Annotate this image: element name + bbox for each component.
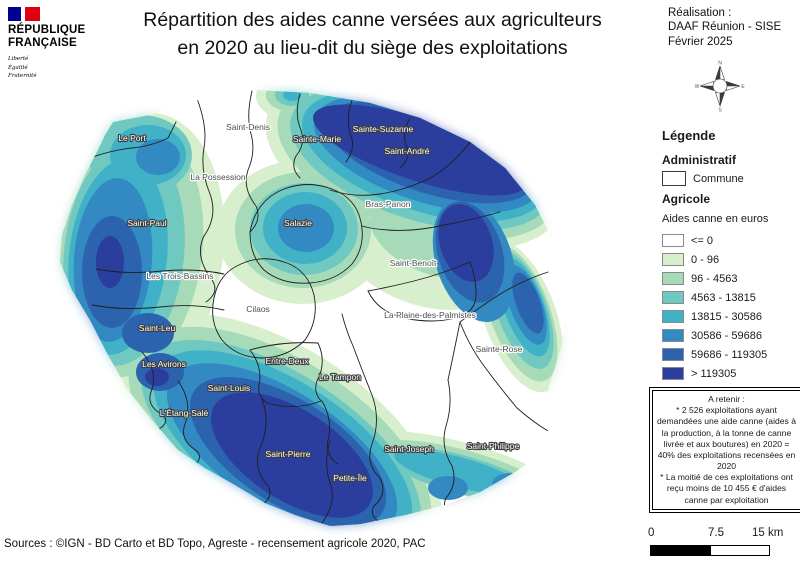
legend-class-swatch bbox=[662, 310, 684, 323]
reunion-map: Le Port Saint-Denis Sainte-Marie Sainte-Suz… bbox=[0, 84, 648, 542]
legend-class-swatch bbox=[662, 272, 684, 285]
legend-class-label: 4563 - 13815 bbox=[691, 291, 756, 304]
commune-label: Saint-Denis bbox=[226, 122, 270, 132]
key-facts-title: A retenir : bbox=[708, 394, 745, 404]
credit-block: Réalisation : DAAF Réunion - SISE Févrie… bbox=[668, 6, 796, 49]
compass-w: W bbox=[695, 84, 700, 90]
logo-text-francaise: FRANÇAISE bbox=[8, 37, 77, 50]
commune-label: Commune bbox=[693, 172, 744, 185]
legend-class-swatch bbox=[662, 329, 684, 342]
commune-label: Entre-Deux bbox=[266, 356, 310, 366]
commune-label: Les Trois-Bassins bbox=[146, 271, 213, 281]
scalebar-tick-end: 15 km bbox=[752, 527, 784, 539]
page-title: Répartition des aides canne versées aux … bbox=[100, 6, 645, 63]
legend-subtitle: Aides canne en euros bbox=[662, 213, 769, 225]
commune-label: Sainte-Marie bbox=[293, 134, 341, 144]
french-flag-icon bbox=[8, 7, 42, 21]
commune-label: Saint-Leu bbox=[139, 323, 176, 333]
legend-class-row: 4563 - 13815 bbox=[662, 288, 767, 307]
legend-class-swatch bbox=[662, 291, 684, 304]
commune-label: Petite-Île bbox=[333, 473, 367, 483]
logo-motto: Liberté Égalité Fraternité bbox=[8, 55, 100, 80]
motto-fraternite: Fraternité bbox=[8, 72, 37, 79]
legend-class-label: 59686 - 119305 bbox=[691, 348, 768, 361]
commune-label: Saint-Philippe bbox=[467, 441, 520, 451]
legend-title: Légende bbox=[662, 128, 716, 143]
motto-egalite: Égalité bbox=[8, 64, 28, 71]
legend-class-row: 13815 - 30586 bbox=[662, 307, 767, 326]
legend-class-row: > 119305 bbox=[662, 364, 767, 383]
commune-label: Le Tampon bbox=[319, 372, 361, 382]
title-line-2: en 2020 au lieu-dit du siège des exploit… bbox=[177, 37, 568, 60]
legend-class-row: 30586 - 59686 bbox=[662, 326, 767, 345]
legend-admin-title: Administratif bbox=[662, 153, 737, 167]
key-facts-inner: A retenir : * 2 526 exploitations ayant … bbox=[652, 390, 800, 510]
commune-boundaries bbox=[89, 90, 549, 524]
commune-label: Sainte-Suzanne bbox=[353, 124, 414, 134]
scalebar-labels: 0 7.5 15 km bbox=[646, 527, 796, 541]
commune-label: La Plaine-des-Palmistes bbox=[384, 310, 476, 320]
commune-label: Saint-Joseph bbox=[384, 444, 434, 454]
commune-label: Cilaos bbox=[246, 304, 270, 314]
key-facts-paragraph-1: * 2 526 exploitations ayant demandées un… bbox=[656, 405, 797, 472]
legend-class-label: 30586 - 59686 bbox=[691, 329, 762, 342]
legend-class-label: 0 - 96 bbox=[691, 253, 720, 266]
commune-label: Saint-Paul bbox=[127, 218, 166, 228]
credit-line-3: Février 2025 bbox=[668, 35, 733, 48]
scalebar bbox=[650, 545, 770, 556]
commune-label: Les Avirons bbox=[142, 359, 186, 369]
commune-label: Saint-Louis bbox=[208, 383, 251, 393]
legend-agricole-title: Agricole bbox=[662, 192, 711, 206]
logo-text-republique: RÉPUBLIQUE bbox=[8, 24, 86, 36]
credit-line-2: DAAF Réunion - SISE bbox=[668, 21, 782, 34]
title-line-1: Répartition des aides canne versées aux … bbox=[143, 9, 602, 31]
flag-blue bbox=[8, 7, 21, 21]
commune-label: Salazie bbox=[284, 218, 312, 228]
legend-class-label: 96 - 4563 bbox=[691, 272, 738, 285]
legend-classes: <= 0 0 - 96 96 - 4563 4563 - 13815 13815 - 3… bbox=[662, 231, 767, 383]
scalebar-tick-0: 0 bbox=[648, 527, 655, 539]
compass-n: N bbox=[718, 61, 722, 67]
legend-commune-row: Commune bbox=[662, 171, 744, 186]
compass-s: S bbox=[718, 108, 722, 113]
commune-label: Le Port bbox=[118, 133, 146, 143]
island-fill bbox=[34, 84, 586, 542]
key-facts-box: A retenir : * 2 526 exploitations ayant … bbox=[649, 387, 800, 513]
flag-white bbox=[21, 7, 25, 21]
legend-class-row: 0 - 96 bbox=[662, 250, 767, 269]
commune-labels: Le Port Saint-Denis Sainte-Marie Sainte-Suz… bbox=[117, 121, 524, 484]
commune-label: Bras-Panon bbox=[366, 199, 411, 209]
motto-liberte: Liberté bbox=[8, 56, 29, 63]
credit-line-1: Réalisation : bbox=[668, 7, 732, 19]
legend-class-label: > 119305 bbox=[691, 367, 737, 380]
key-facts-paragraph-2: * La moitié de ces exploitations ont reç… bbox=[660, 472, 793, 505]
commune-label: Saint-Pierre bbox=[266, 449, 311, 459]
compass-rose-icon: N E S W bbox=[695, 61, 746, 113]
commune-swatch bbox=[662, 171, 686, 186]
gov-logo: RÉPUBLIQUE FRANÇAISE Liberté Égalité Fra… bbox=[8, 7, 100, 80]
scalebar-filled-half bbox=[651, 546, 710, 555]
commune-label: Saint-Benoît bbox=[390, 258, 437, 268]
legend-class-swatch bbox=[662, 348, 684, 361]
commune-label: La Possession bbox=[190, 172, 246, 182]
legend-class-row: <= 0 bbox=[662, 231, 767, 250]
commune-label: Sainte-Rose bbox=[476, 344, 523, 354]
legend-class-swatch bbox=[662, 253, 684, 266]
scalebar-tick-mid: 7.5 bbox=[708, 527, 724, 539]
scalebar-empty-half bbox=[709, 546, 769, 555]
legend-class-swatch bbox=[662, 234, 684, 247]
legend-class-label: <= 0 bbox=[691, 234, 714, 247]
legend-class-swatch bbox=[662, 367, 684, 380]
sources-text: Sources : ©IGN - BD Carto et BD Topo, Ag… bbox=[4, 538, 426, 550]
legend-class-label: 13815 - 30586 bbox=[691, 310, 762, 323]
flag-red bbox=[25, 7, 40, 21]
commune-label: Saint-André bbox=[385, 146, 430, 156]
commune-label: L'Étang-Salé bbox=[160, 408, 209, 418]
compass-e: E bbox=[741, 84, 745, 90]
legend-class-row: 96 - 4563 bbox=[662, 269, 767, 288]
legend-class-row: 59686 - 119305 bbox=[662, 345, 767, 364]
